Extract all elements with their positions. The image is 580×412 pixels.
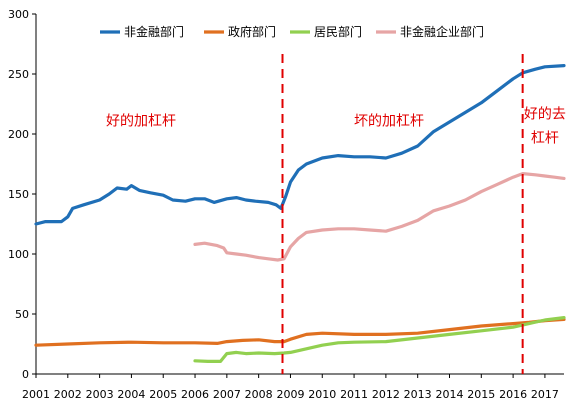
x-tick-label: 2011 [340, 388, 368, 401]
x-tick-label: 2014 [435, 388, 463, 401]
y-tick-label: 0 [22, 368, 29, 381]
y-tick-label: 150 [8, 188, 29, 201]
series-line-4 [193, 172, 566, 262]
legend-label: 非金融企业部门 [400, 24, 484, 39]
legend-label: 非金融部门 [124, 24, 184, 39]
annotation-label: 坏的加杠杆 [354, 114, 424, 130]
legend-label: 居民部门 [314, 24, 362, 39]
x-tick-label: 2008 [245, 388, 273, 401]
y-tick-label: 50 [15, 308, 29, 321]
series-line-1 [34, 63, 566, 226]
legend-label: 政府部门 [228, 24, 276, 39]
x-tick-label: 2012 [372, 388, 400, 401]
series-line-2 [34, 317, 566, 347]
axes: 0 50 100 150 200 250 300 2001 2002 2003 2004 2005 20… [8, 8, 564, 401]
series-layer [34, 63, 566, 363]
x-tick-label: 2016 [499, 388, 527, 401]
x-tick-label: 2015 [467, 388, 495, 401]
y-tick-label: 300 [8, 8, 29, 21]
series-line-3 [193, 316, 566, 363]
x-tick-label: 2010 [308, 388, 336, 401]
x-tick-label: 2002 [54, 388, 82, 401]
annotation-label: 杠杆 [531, 130, 559, 146]
x-tick-label: 2009 [276, 388, 304, 401]
x-tick-label: 2017 [531, 388, 559, 401]
x-tick-label: 2006 [181, 388, 209, 401]
x-tick-label: 2001 [22, 388, 50, 401]
annotation-label: 好的加杠杆 [106, 114, 176, 130]
x-tick-label: 2013 [404, 388, 432, 401]
x-tick-label: 2004 [117, 388, 145, 401]
annotation-label: 好的去 [524, 106, 566, 122]
x-tick-label: 2007 [213, 388, 241, 401]
x-tick-label: 2005 [149, 388, 177, 401]
y-tick-label: 250 [8, 68, 29, 81]
vertical-marker-layer [281, 54, 524, 374]
x-tick-label: 2003 [86, 388, 114, 401]
legend: 非金融部门 政府部门 居民部门 非金融企业部门 [100, 24, 484, 39]
y-tick-label: 100 [8, 248, 29, 261]
y-tick-label: 200 [8, 128, 29, 141]
